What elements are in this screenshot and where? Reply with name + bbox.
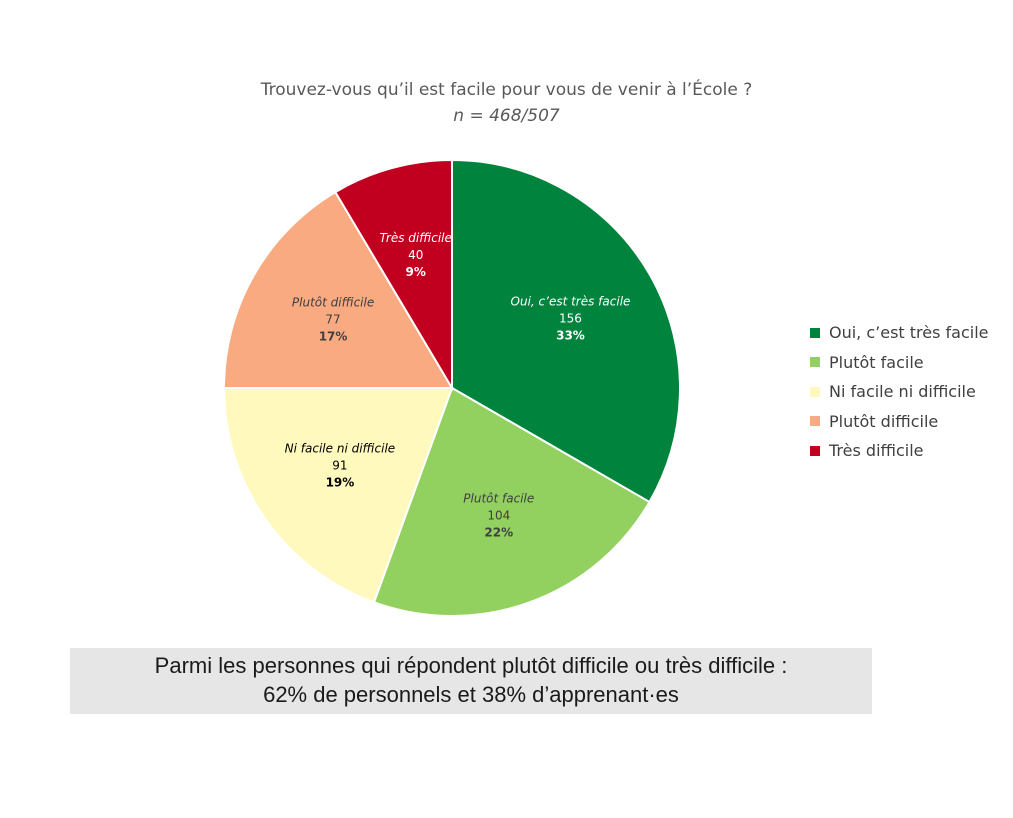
legend-item-plutot-difficile: Plutôt difficile bbox=[810, 407, 989, 437]
legend-label: Plutôt facile bbox=[829, 352, 924, 372]
pie-slice-plutot-difficile bbox=[222, 190, 454, 389]
note-line-1: Parmi les personnes qui répondent plutôt… bbox=[154, 653, 788, 678]
legend-swatch bbox=[810, 416, 820, 427]
pie-slice-oui-c-est-tres-facile bbox=[451, 158, 681, 504]
legend-item-plutot-facile: Plutôt facile bbox=[810, 348, 989, 378]
legend: Oui, c’est très facile Plutôt facile Ni fa… bbox=[810, 318, 989, 466]
chart-title: Trouvez-vous qu’il est facile pour vous … bbox=[260, 80, 753, 100]
legend-item-ni-facile-ni-difficile: Ni facile ni difficile bbox=[810, 377, 989, 407]
legend-item-tres-difficile: Très difficile bbox=[810, 436, 989, 466]
legend-label: Oui, c’est très facile bbox=[829, 323, 989, 343]
note-line-2: 62% de personnels et 38% d’apprenant·es bbox=[263, 682, 679, 707]
pie-slice-ni-facile-ni-difficile bbox=[222, 387, 454, 604]
legend-swatch bbox=[810, 327, 820, 338]
legend-swatch bbox=[810, 357, 820, 368]
legend-swatch bbox=[810, 445, 820, 456]
legend-label: Plutôt difficile bbox=[829, 411, 939, 431]
slice-label-plutot-difficile: Plutôt difficile 77 17% bbox=[292, 295, 374, 343]
note-box: Parmi les personnes qui répondent plutôt… bbox=[70, 648, 872, 714]
slice-label-oui-c-est-tres-facile: Oui, c’est très facile 156 33% bbox=[511, 295, 631, 343]
chart-subtitle: n = 468/507 bbox=[453, 106, 560, 126]
pie-slice-tres-difficile bbox=[333, 158, 453, 392]
legend-item-oui-c-est-tres-facile: Oui, c’est très facile bbox=[810, 318, 989, 348]
pie-slice-plutot-facile bbox=[372, 386, 651, 617]
slice-label-plutot-facile: Plutôt facile 104 22% bbox=[463, 492, 534, 540]
slice-label-ni-facile-ni-difficile: Ni facile ni difficile 91 19% bbox=[285, 441, 396, 489]
slice-label-tres-difficile: Très difficile 40 9% bbox=[380, 231, 452, 279]
legend-swatch bbox=[810, 386, 820, 397]
legend-label: Ni facile ni difficile bbox=[829, 382, 976, 402]
pie-chart: Oui, c’est très facile 156 33% Plutôt facil… bbox=[222, 158, 681, 617]
legend-label: Très difficile bbox=[829, 441, 924, 461]
